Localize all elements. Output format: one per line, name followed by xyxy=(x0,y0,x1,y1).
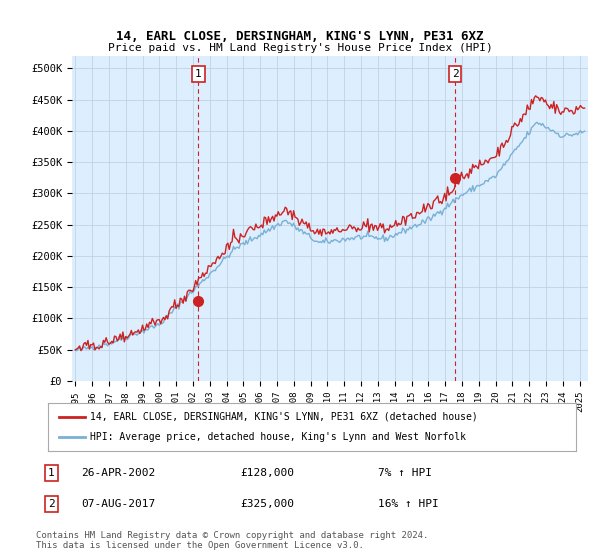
Text: 16% ↑ HPI: 16% ↑ HPI xyxy=(378,499,439,509)
Text: 7% ↑ HPI: 7% ↑ HPI xyxy=(378,468,432,478)
Text: 1: 1 xyxy=(195,69,202,79)
Text: Contains HM Land Registry data © Crown copyright and database right 2024.
This d: Contains HM Land Registry data © Crown c… xyxy=(36,530,428,550)
Text: 14, EARL CLOSE, DERSINGHAM, KING'S LYNN, PE31 6XZ: 14, EARL CLOSE, DERSINGHAM, KING'S LYNN,… xyxy=(116,30,484,43)
Text: 2: 2 xyxy=(452,69,458,79)
Text: 26-APR-2002: 26-APR-2002 xyxy=(81,468,155,478)
Text: £325,000: £325,000 xyxy=(240,499,294,509)
Text: 14, EARL CLOSE, DERSINGHAM, KING'S LYNN, PE31 6XZ (detached house): 14, EARL CLOSE, DERSINGHAM, KING'S LYNN,… xyxy=(90,412,478,422)
Text: HPI: Average price, detached house, King's Lynn and West Norfolk: HPI: Average price, detached house, King… xyxy=(90,432,466,442)
Text: Price paid vs. HM Land Registry's House Price Index (HPI): Price paid vs. HM Land Registry's House … xyxy=(107,43,493,53)
Text: £128,000: £128,000 xyxy=(240,468,294,478)
Text: 07-AUG-2017: 07-AUG-2017 xyxy=(81,499,155,509)
Text: 1: 1 xyxy=(48,468,55,478)
Text: 2: 2 xyxy=(48,499,55,509)
